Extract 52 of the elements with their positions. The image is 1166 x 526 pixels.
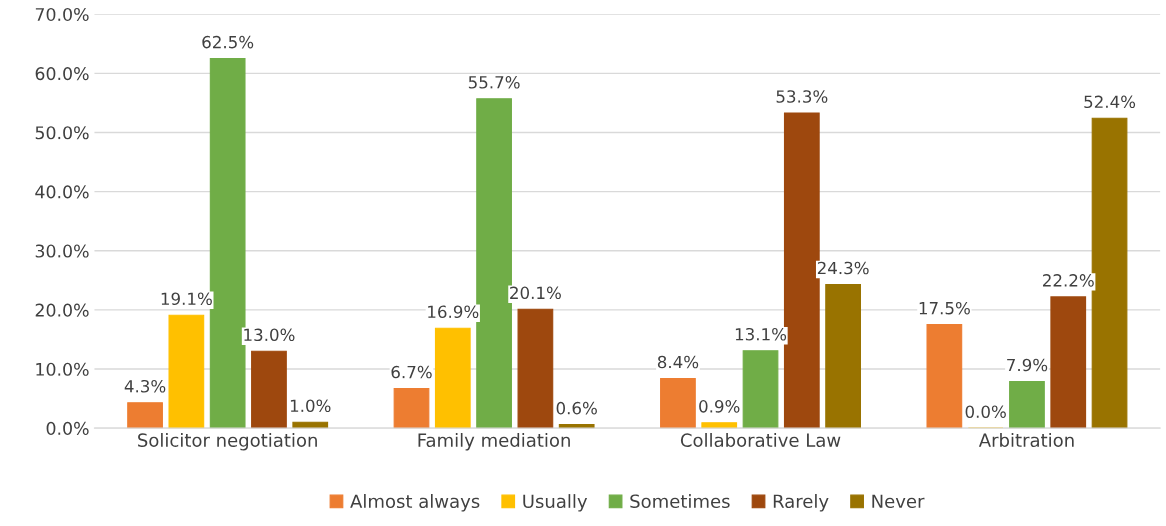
x-tick-label: Solicitor negotiation	[138, 433, 317, 451]
data-label: 55.7%	[468, 75, 520, 89]
data-label: 20.1%	[510, 286, 561, 300]
y-tick-label: 0.0%	[46, 421, 89, 436]
data-label: 0.0%	[965, 405, 1006, 418]
y-tick-label: 10.0%	[36, 362, 89, 376]
legend-label: Sometimes	[630, 494, 730, 509]
bar	[742, 350, 779, 429]
y-tick-label: 40.0%	[35, 185, 89, 199]
bar	[1050, 296, 1087, 429]
bar	[517, 308, 554, 429]
data-label: 6.7%	[391, 365, 432, 379]
data-label: 13.0%	[244, 328, 295, 342]
y-tick-label: 30.0%	[35, 244, 89, 258]
bar	[434, 327, 471, 429]
bar	[393, 387, 430, 429]
y-tick-label: 60.0%	[35, 67, 89, 81]
data-label: 0.6%	[556, 401, 597, 415]
legend-label: Almost always	[350, 494, 480, 512]
bar	[292, 421, 329, 429]
bar	[251, 350, 287, 429]
legend-label: Rarely	[773, 494, 829, 512]
legend-label: Usually	[523, 494, 588, 512]
legend-label: Never	[872, 494, 925, 509]
data-label: 19.1%	[161, 292, 212, 306]
data-label: 7.9%	[1007, 358, 1048, 372]
bar	[1009, 380, 1045, 429]
data-label: 13.1%	[735, 327, 787, 341]
data-label: 62.5%	[202, 35, 254, 49]
data-label: 16.9%	[428, 305, 479, 319]
bar	[660, 377, 696, 429]
x-tick-label: Family mediation	[418, 433, 570, 451]
y-tick-label: 50.0%	[35, 126, 89, 140]
bar	[926, 324, 963, 429]
bar	[825, 283, 861, 429]
x-tick-label: Arbitration	[978, 433, 1074, 447]
x-tick-label: Collaborative Law	[680, 433, 841, 447]
bar	[701, 422, 738, 429]
y-tick-label: 70.0%	[35, 7, 89, 22]
bar	[168, 314, 205, 429]
data-label: 4.3%	[124, 379, 166, 393]
data-label: 52.4%	[1084, 95, 1136, 109]
data-label: 22.2%	[1043, 274, 1094, 287]
data-label: 0.9%	[699, 400, 740, 413]
data-label: 17.5%	[919, 301, 970, 315]
data-label: 1.0%	[290, 399, 331, 413]
y-tick-label: 20.0%	[35, 303, 89, 317]
bar	[558, 424, 595, 429]
data-label: 53.3%	[776, 90, 828, 103]
data-label: 24.3%	[817, 261, 869, 275]
data-label: 8.4%	[657, 355, 699, 369]
bar	[127, 402, 163, 429]
